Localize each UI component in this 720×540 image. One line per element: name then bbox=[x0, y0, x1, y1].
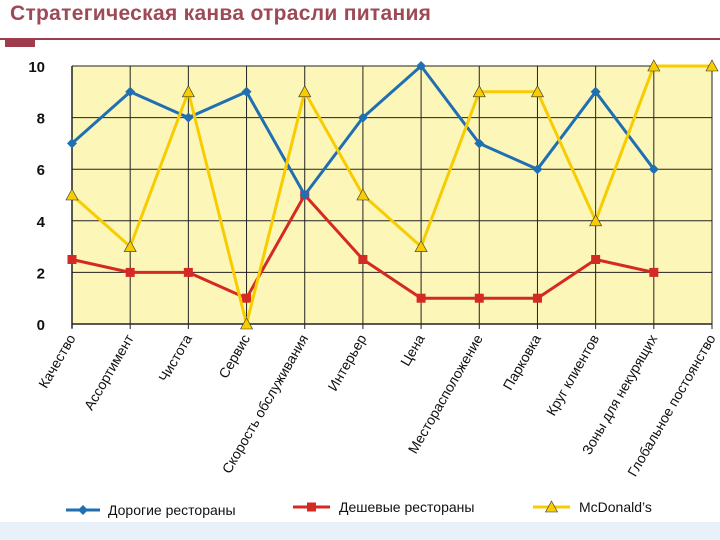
legend-label: McDonald’s bbox=[579, 499, 652, 515]
y-tick-label: 8 bbox=[37, 111, 45, 128]
y-tick-label: 4 bbox=[37, 214, 46, 231]
series-path bbox=[71, 64, 712, 326]
data-point-diamond bbox=[648, 164, 659, 175]
x-tick-label: Цена bbox=[397, 331, 428, 368]
y-tick-label: 2 bbox=[37, 265, 45, 282]
page-title: Стратегическая канва отрасли питания bbox=[10, 2, 432, 25]
data-point-triangle bbox=[705, 59, 719, 72]
data-point-square bbox=[474, 293, 484, 303]
data-point-square bbox=[591, 255, 601, 264]
data-point-diamond bbox=[299, 190, 310, 200]
data-point-triangle bbox=[123, 239, 137, 252]
x-tick-label: Интерьер bbox=[324, 331, 369, 393]
x-tick-label: Круг клиентов bbox=[543, 332, 602, 419]
footer-band bbox=[0, 522, 720, 540]
data-point-triangle bbox=[647, 59, 661, 72]
y-tick-label: 10 bbox=[28, 59, 45, 76]
x-tick-label: Качество bbox=[35, 331, 79, 390]
data-point-square bbox=[649, 267, 659, 277]
x-tick-label: Парковка bbox=[500, 331, 545, 392]
legend: Дорогие рестораны Дешевые рестораны McDona… bbox=[66, 499, 652, 518]
data-point-square bbox=[358, 255, 368, 264]
data-point-diamond bbox=[241, 86, 252, 97]
data-point-square bbox=[125, 267, 135, 277]
data-point-square bbox=[307, 502, 316, 512]
y-tick-label: 0 bbox=[37, 317, 45, 334]
data-point-triangle bbox=[240, 317, 254, 330]
x-tick-labels: Качество Ассортимент Чистота СервисСкорость… bbox=[35, 331, 719, 479]
data-point-triangle bbox=[472, 85, 486, 98]
y-tick-label: 6 bbox=[37, 162, 45, 179]
data-point-diamond bbox=[357, 112, 368, 123]
data-point-diamond bbox=[416, 61, 427, 71]
data-point-diamond bbox=[125, 86, 136, 97]
legend-item-2: Дешевые рестораны bbox=[293, 499, 474, 515]
data-point-square bbox=[242, 293, 252, 303]
data-point-triangle bbox=[65, 188, 79, 201]
plot-area bbox=[72, 66, 712, 324]
series-line-1 bbox=[67, 61, 659, 200]
data-point-triangle bbox=[589, 214, 603, 227]
x-tick-label: Сервис bbox=[215, 332, 253, 382]
data-point-square bbox=[532, 293, 542, 303]
data-point-triangle bbox=[544, 500, 559, 513]
data-point-diamond bbox=[67, 138, 77, 149]
legend-item-1: Дорогие рестораны bbox=[66, 502, 236, 518]
data-point-diamond bbox=[532, 164, 543, 175]
data-point-square bbox=[183, 267, 193, 277]
data-point-triangle bbox=[181, 85, 195, 98]
data-point-diamond bbox=[78, 505, 88, 515]
data-point-square bbox=[67, 255, 77, 264]
title-divider bbox=[0, 38, 720, 40]
data-point-square bbox=[416, 293, 426, 303]
data-point-triangle bbox=[414, 239, 428, 252]
data-point-triangle bbox=[356, 188, 370, 201]
legend-label: Дорогие рестораны bbox=[108, 502, 236, 518]
x-tick-label: Ассортимент bbox=[81, 331, 137, 413]
data-point-diamond bbox=[590, 86, 601, 97]
data-point-triangle bbox=[530, 85, 544, 98]
data-point-diamond bbox=[183, 112, 194, 123]
data-point-diamond bbox=[474, 138, 485, 149]
series bbox=[65, 59, 719, 330]
legend-label: Дешевые рестораны bbox=[339, 499, 474, 515]
data-point-triangle bbox=[298, 85, 312, 98]
y-tick-labels: 0 2 4 6 8 10 bbox=[28, 59, 45, 334]
series-line-3 bbox=[65, 59, 719, 330]
legend-item-3: McDonald’s bbox=[533, 499, 652, 515]
x-tick-label: Чистота bbox=[155, 331, 195, 384]
title-accent-bar bbox=[5, 40, 35, 47]
